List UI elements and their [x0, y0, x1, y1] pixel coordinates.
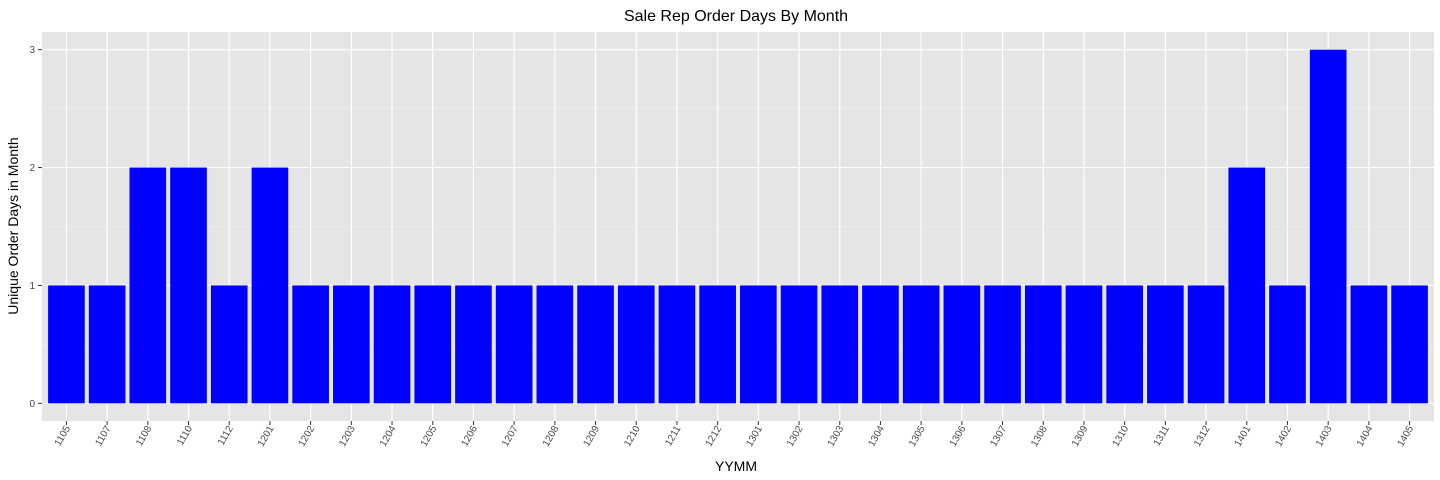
bar [699, 285, 736, 404]
x-tick-label: 1206 [459, 424, 480, 449]
bar [658, 285, 696, 404]
bar [862, 285, 899, 404]
x-tick-label: 1310 [1111, 424, 1132, 449]
plot-area: 0 1 2 3 1105 1107 1108 1110 1112 1201 1202 1203 1204… [29, 32, 1434, 449]
x-tick-label: 1201 [256, 424, 277, 449]
x-tick-label: 1307 [989, 424, 1010, 449]
x-tick-label: 1312 [1192, 424, 1213, 449]
x-tick-label: 1105 [53, 424, 73, 449]
x-tick-label: 1403 [1314, 424, 1335, 449]
x-tick-label: 1402 [1273, 424, 1294, 449]
bar [1269, 285, 1306, 404]
bar [1106, 285, 1143, 404]
bar [495, 285, 533, 404]
x-axis-title: YYMM [715, 458, 757, 474]
bar [88, 285, 126, 404]
bar [1309, 49, 1347, 404]
x-tick-label: 1212 [704, 424, 725, 449]
x-tick-label: 1306 [948, 424, 969, 449]
y-axis-title: Unique Order Days in Month [5, 137, 21, 314]
x-tick-label: 1305 [907, 424, 928, 449]
bar [129, 167, 167, 404]
x-tick-label: 1108 [134, 424, 154, 449]
bar [333, 285, 370, 404]
x-tick-label: 1302 [785, 424, 806, 449]
bar [577, 285, 614, 404]
bar [373, 285, 411, 404]
bar [48, 285, 85, 404]
bar [251, 167, 289, 404]
bar [617, 285, 655, 404]
y-tick-label: 1 [29, 281, 35, 292]
x-tick-label: 1203 [337, 424, 358, 449]
bar [210, 285, 248, 404]
x-tick-label: 1107 [93, 424, 113, 449]
chart-title: Sale Rep Order Days By Month [624, 8, 848, 25]
y-tick-label: 2 [29, 163, 35, 174]
x-tick-label: 1311 [1152, 424, 1172, 449]
x-tick-label: 1301 [744, 424, 765, 449]
x-tick-label: 1309 [1070, 424, 1091, 449]
bar [902, 285, 940, 404]
x-tick-label: 1401 [1233, 424, 1254, 449]
x-tick-label: 1207 [500, 424, 521, 449]
x-tick-label: 1202 [297, 424, 318, 449]
x-tick-label: 1209 [581, 424, 602, 449]
x-tick-label: 1303 [826, 424, 847, 449]
bar [1391, 285, 1428, 404]
x-tick-label: 1405 [1396, 424, 1417, 449]
bar [1065, 285, 1103, 404]
x-tick-label: 1204 [378, 424, 399, 449]
bar [821, 285, 859, 404]
bar [414, 285, 452, 404]
x-tick-label: 1210 [622, 424, 643, 449]
x-tick-label: 1208 [541, 424, 562, 449]
x-tick-label: 1112 [216, 424, 236, 448]
x-tick-label: 1110 [175, 424, 195, 448]
x-tick-label: 1304 [866, 424, 887, 449]
bar [780, 285, 818, 404]
bar [1024, 285, 1062, 404]
bar [292, 285, 329, 404]
y-tick-label: 0 [29, 399, 35, 410]
x-tick-label: 1308 [1029, 424, 1050, 449]
bar [455, 285, 492, 404]
bar [1187, 285, 1225, 404]
bar [943, 285, 981, 404]
bar [1228, 167, 1266, 404]
bar [740, 285, 777, 404]
bar [984, 285, 1021, 404]
x-tick-label: 1211 [663, 424, 683, 449]
bar [536, 285, 574, 404]
bar [1147, 285, 1184, 404]
x-tick-label: 1404 [1355, 424, 1376, 449]
bar [170, 167, 207, 404]
y-tick-label: 3 [29, 45, 35, 56]
x-tick-label: 1205 [419, 424, 440, 449]
bar [1350, 285, 1388, 404]
